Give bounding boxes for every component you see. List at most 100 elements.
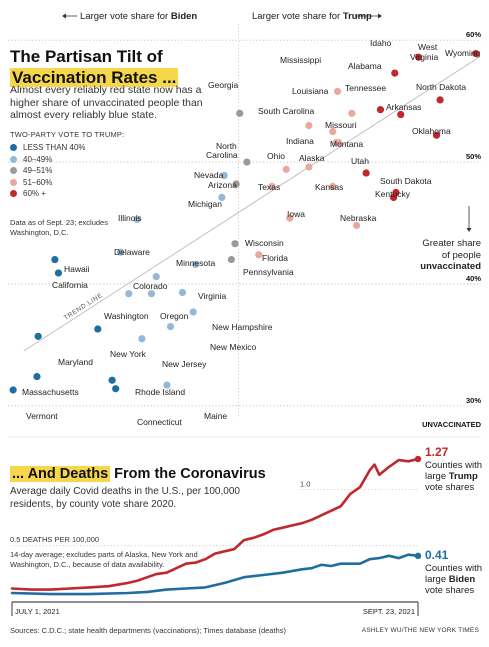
scatter-point xyxy=(286,214,294,222)
deaths-title-highlight: ... And Deaths xyxy=(10,466,111,482)
deaths-gridline-label-1: 1.0 xyxy=(300,479,310,488)
legend-dot xyxy=(10,144,17,151)
legend-item: 49–51% xyxy=(10,165,52,176)
point-label: Indiana xyxy=(286,136,314,146)
point-label: Kansas xyxy=(315,182,343,192)
point-label: South Dakota xyxy=(380,176,432,186)
trump-end-label: Counties with large Trump vote shares xyxy=(425,460,483,493)
deaths-gridline-label: 0.5 DEATHS PER 100,000 xyxy=(10,535,100,544)
scatter-point xyxy=(178,288,187,297)
point-label: Arizona xyxy=(208,180,237,190)
scatter-point xyxy=(227,255,235,264)
legend-item: 51–60% xyxy=(10,177,52,188)
deaths-subtitle: Average daily Covid deaths in the U.S., … xyxy=(10,486,240,510)
scatter-point xyxy=(108,376,116,384)
y-axis-label: UNVACCINATED xyxy=(422,420,481,429)
scatter-point xyxy=(220,171,228,180)
deaths-note: 14-day average; excludes parts of Alaska… xyxy=(10,550,198,569)
scatter-point xyxy=(112,385,120,393)
scatter-point xyxy=(125,290,133,298)
scatter-point xyxy=(34,332,42,340)
legend-item: 40–49% xyxy=(10,154,52,165)
scatter-point xyxy=(243,158,251,166)
scatter-point xyxy=(389,193,398,202)
scatter-point xyxy=(305,163,313,171)
deaths-title-rest: From the Coronavirus xyxy=(110,466,266,482)
trump-series-end xyxy=(414,455,422,463)
point-label: Maryland xyxy=(58,357,93,367)
y-tick-label: 40% xyxy=(466,274,481,283)
legend-label: 51–60% xyxy=(23,177,53,187)
legend-dot xyxy=(10,190,17,197)
point-label: Montana xyxy=(330,139,363,149)
credit-line: ASHLEY WU/THE NEW YORK TIMES xyxy=(361,627,479,634)
x-tick-label: SEPT. 23, 2021 xyxy=(363,607,415,616)
side-note: Greater share of people unvaccinated xyxy=(396,238,481,273)
legend-label: 60% + xyxy=(23,189,46,198)
point-label: Alaska xyxy=(299,153,325,163)
y-tick-label: 30% xyxy=(466,396,481,405)
point-label: Pennsylvania xyxy=(243,267,294,277)
scatter-point xyxy=(236,109,244,117)
scatter-point xyxy=(391,69,399,77)
biden-series-line xyxy=(10,553,420,596)
point-label: California xyxy=(52,280,88,290)
point-label: Connecticut xyxy=(137,417,183,427)
point-label: New York xyxy=(110,349,147,359)
point-label: Hawaii xyxy=(64,264,90,274)
scatter-point xyxy=(189,308,197,316)
point-label: Rhode Island xyxy=(135,387,185,397)
y-tick-label: 50% xyxy=(466,152,481,161)
point-label: Illinois xyxy=(118,213,142,223)
point-label: New Hampshire xyxy=(212,322,273,332)
point-label: Tennessee xyxy=(345,83,386,93)
biden-end-label: Counties with large Biden vote shares xyxy=(425,563,483,596)
point-label: North xyxy=(216,141,237,151)
point-label: Nebraska xyxy=(340,213,377,223)
header-arrow-right-head xyxy=(378,13,382,19)
point-label: Virginia xyxy=(410,52,438,62)
point-label: Wyoming xyxy=(445,48,481,58)
point-label: Georgia xyxy=(208,80,239,90)
point-label: Minnesota xyxy=(176,258,215,268)
scatter-point xyxy=(362,169,370,177)
scatter-point xyxy=(415,53,423,61)
point-label: Colorado xyxy=(133,281,168,291)
trend-line-label: TREND LINE xyxy=(63,292,104,322)
legend-label: 49–51% xyxy=(23,166,53,175)
scatter-point xyxy=(329,182,337,191)
scatter-title: The Partisan Tilt of Vaccination Rates .… xyxy=(10,46,190,88)
point-label: Nevada xyxy=(194,170,224,180)
point-label: Missouri xyxy=(325,120,357,130)
point-label: Arkansas xyxy=(386,102,421,112)
header-arrow-left-head xyxy=(62,13,66,19)
legend-item: 60% + xyxy=(10,188,46,199)
point-label: Idaho xyxy=(370,38,392,48)
point-label: Mississippi xyxy=(280,55,321,65)
point-label: Alabama xyxy=(348,61,382,71)
header-biden-label: Larger vote share for Biden xyxy=(80,11,198,22)
y-tick-label: 60% xyxy=(466,30,481,39)
point-label: Michigan xyxy=(188,199,222,209)
trump-end-value: 1.27 xyxy=(425,445,449,459)
scatter-point xyxy=(397,110,405,119)
point-label: Texas xyxy=(258,182,280,192)
scatter-point xyxy=(232,180,240,188)
scatter-point xyxy=(51,255,59,264)
x-tick-label: JULY 1, 2021 xyxy=(15,607,60,616)
scatter-point xyxy=(192,260,200,269)
legend-dot xyxy=(10,167,17,174)
point-label: Massachusetts xyxy=(22,387,79,397)
point-label: Iowa xyxy=(287,209,305,219)
scatter-point xyxy=(133,215,141,223)
side-note-line2: of people xyxy=(441,249,481,261)
point-label: Oregon xyxy=(160,311,189,321)
scatter-point xyxy=(166,322,175,331)
scatter-point xyxy=(218,193,226,202)
scatter-note: Data as of Sept. 23; excludes Washington… xyxy=(10,218,108,237)
point-label: Washington xyxy=(104,311,149,321)
scatter-point xyxy=(255,251,263,259)
point-label: New Mexico xyxy=(210,342,257,352)
scatter-point xyxy=(432,131,441,139)
